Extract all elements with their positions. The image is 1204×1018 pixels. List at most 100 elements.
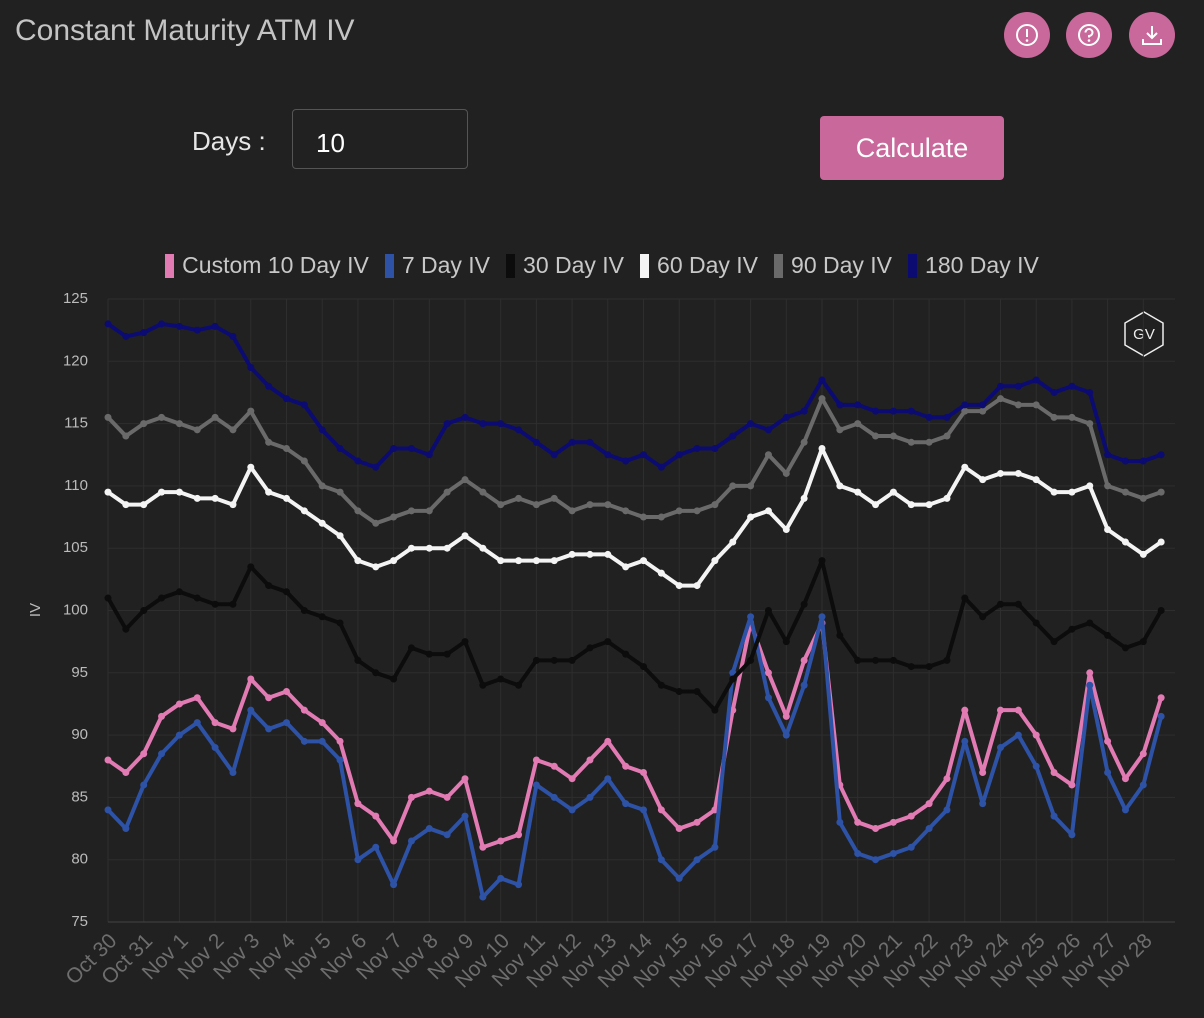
- data-point: [354, 557, 362, 565]
- data-point: [604, 451, 612, 459]
- data-point: [872, 656, 880, 664]
- data-point: [604, 737, 612, 745]
- data-point: [479, 893, 487, 901]
- legend-swatch: [165, 253, 175, 278]
- data-point: [782, 638, 790, 646]
- data-point: [283, 445, 290, 453]
- info-button[interactable]: [1004, 12, 1050, 58]
- data-point: [372, 843, 380, 851]
- data-point: [425, 787, 433, 795]
- data-point: [979, 407, 987, 415]
- data-point: [175, 731, 183, 739]
- data-point: [568, 507, 576, 515]
- calculate-button[interactable]: Calculate: [820, 116, 1004, 180]
- data-point: [997, 600, 1004, 608]
- data-point: [515, 831, 523, 839]
- data-point: [889, 656, 897, 664]
- data-point: [711, 843, 719, 851]
- legend-item[interactable]: Custom 10 Day IV: [165, 252, 369, 279]
- y-tick-label: 110: [64, 477, 88, 494]
- data-point: [300, 401, 308, 409]
- data-point: [622, 650, 630, 658]
- data-point: [568, 550, 576, 558]
- data-point: [782, 731, 790, 739]
- data-point: [1157, 694, 1165, 702]
- data-point: [122, 332, 130, 340]
- data-point: [550, 762, 558, 770]
- data-point: [747, 420, 755, 428]
- data-point: [622, 563, 630, 571]
- series: [104, 320, 1165, 471]
- data-point: [425, 825, 433, 833]
- data-point: [1068, 488, 1076, 496]
- data-point: [1104, 768, 1112, 776]
- data-point: [943, 806, 951, 814]
- data-point: [586, 756, 594, 764]
- data-point: [764, 607, 772, 614]
- data-point: [336, 619, 344, 627]
- data-point: [122, 768, 130, 776]
- data-point: [693, 818, 701, 826]
- data-point: [354, 507, 362, 515]
- data-point: [997, 744, 1004, 752]
- data-point: [390, 881, 398, 889]
- data-point: [1157, 607, 1165, 614]
- data-point: [479, 843, 487, 851]
- data-point: [229, 725, 237, 733]
- data-point: [1157, 488, 1165, 496]
- legend-item[interactable]: 30 Day IV: [506, 252, 624, 279]
- download-button[interactable]: [1129, 12, 1175, 58]
- data-point: [836, 482, 844, 490]
- data-point: [979, 476, 987, 484]
- data-point: [889, 818, 897, 826]
- data-point: [407, 837, 415, 845]
- data-point: [158, 712, 166, 720]
- legend-item[interactable]: 90 Day IV: [774, 252, 892, 279]
- data-point: [140, 501, 148, 509]
- data-point: [265, 438, 273, 446]
- legend-item[interactable]: 7 Day IV: [384, 252, 490, 279]
- data-point: [764, 426, 772, 434]
- series: [104, 445, 1165, 590]
- data-point: [515, 881, 523, 889]
- data-point: [1086, 482, 1094, 490]
- data-point: [390, 513, 398, 521]
- data-point: [175, 322, 183, 330]
- data-point: [407, 445, 415, 453]
- data-point: [1086, 669, 1094, 677]
- data-point: [1104, 737, 1112, 745]
- data-point: [211, 744, 219, 752]
- days-input[interactable]: 10: [292, 109, 468, 169]
- data-point: [407, 793, 415, 801]
- legend-swatch: [640, 253, 650, 278]
- data-point: [657, 513, 665, 521]
- data-point: [657, 681, 665, 689]
- legend-item[interactable]: 60 Day IV: [640, 252, 758, 279]
- data-point: [604, 638, 612, 646]
- data-point: [764, 694, 772, 702]
- data-point: [532, 438, 540, 446]
- data-point: [1068, 625, 1076, 633]
- data-point: [390, 837, 398, 845]
- data-point: [425, 507, 433, 515]
- data-point: [300, 737, 308, 745]
- data-point: [622, 507, 630, 515]
- data-point: [1032, 376, 1040, 384]
- series: [104, 557, 1165, 714]
- data-point: [675, 825, 683, 833]
- data-point: [782, 526, 790, 534]
- legend-item[interactable]: 180 Day IV: [908, 252, 1039, 279]
- data-point: [872, 501, 880, 509]
- data-point: [925, 438, 933, 446]
- data-point: [532, 656, 540, 664]
- data-point: [354, 457, 362, 465]
- data-point: [1121, 538, 1129, 546]
- data-point: [907, 663, 915, 671]
- data-point: [943, 494, 951, 502]
- data-point: [390, 445, 398, 453]
- data-point: [997, 395, 1004, 403]
- days-label: Days :: [192, 126, 266, 157]
- data-point: [497, 557, 505, 565]
- help-button[interactable]: [1066, 12, 1112, 58]
- data-point: [657, 463, 665, 471]
